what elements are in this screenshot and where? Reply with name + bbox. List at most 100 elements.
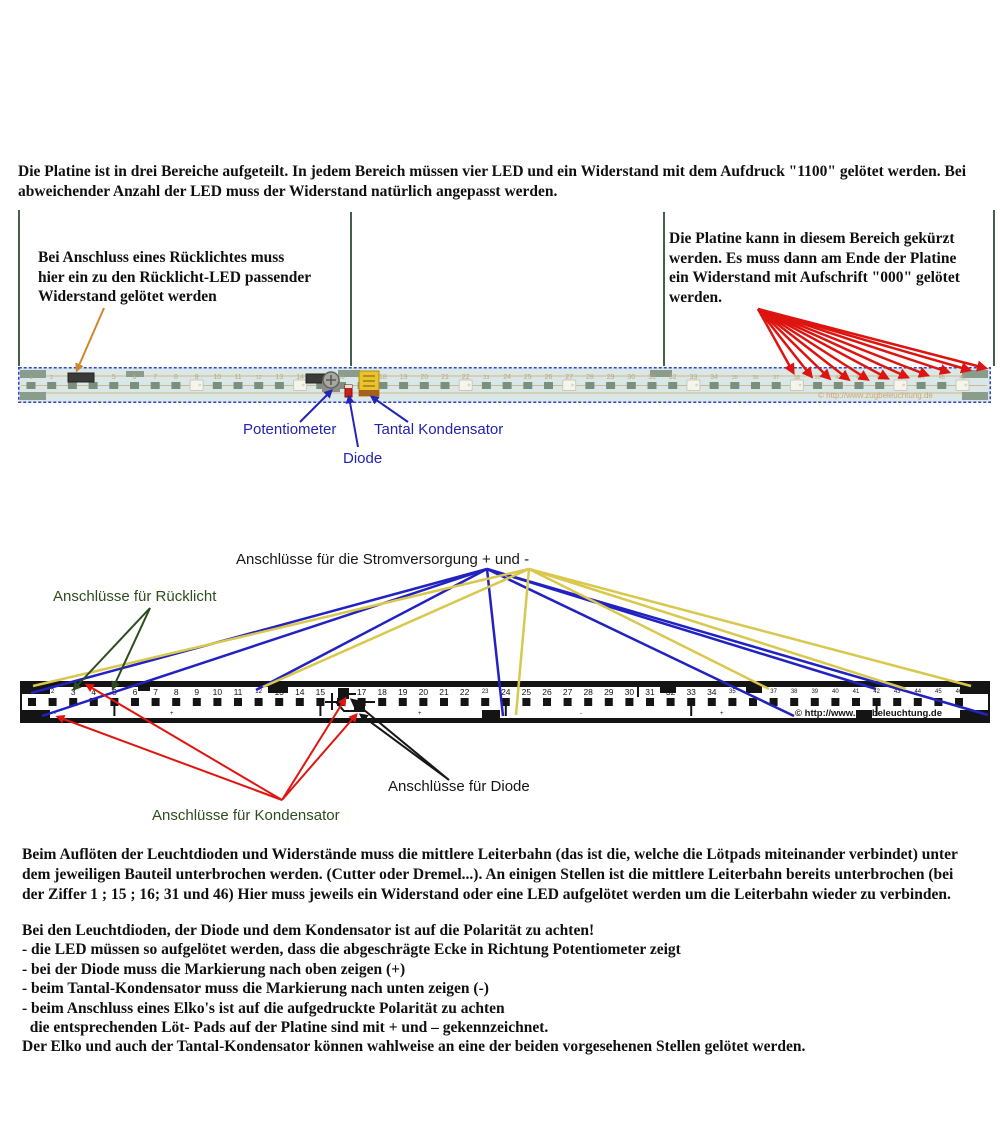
- led-dot: [198, 383, 202, 387]
- position-number: 19: [398, 687, 408, 697]
- position-number: 34: [707, 687, 717, 697]
- led-dot: [798, 383, 802, 387]
- polarity-mark: -: [54, 711, 56, 717]
- position-number: 46: [956, 689, 963, 695]
- potentiometer-slot: [326, 375, 336, 385]
- position-number: 45: [935, 689, 942, 695]
- position-number: 18: [377, 687, 387, 697]
- solder-pad: [254, 698, 263, 706]
- diode-marking: [345, 385, 352, 388]
- position-number: 28: [583, 687, 593, 697]
- solder-pad: [419, 698, 428, 706]
- position-number: 4: [91, 687, 96, 697]
- solder-pad: [647, 382, 657, 389]
- led-dot: [467, 383, 471, 387]
- solder-pad: [913, 698, 922, 706]
- solder-pad: [544, 382, 553, 389]
- soldering-notes-paragraph: Beim Auflöten der Leuchtdioden und Wider…: [22, 846, 958, 903]
- led-component: [562, 379, 577, 391]
- solder-pad: [709, 382, 719, 389]
- position-number: 7: [153, 374, 157, 381]
- solder-pad: [625, 698, 634, 706]
- led-dot: [301, 383, 305, 387]
- position-number: 26: [545, 374, 553, 381]
- intro-paragraph: Die Platine ist in drei Bereiche aufgete…: [18, 163, 967, 200]
- position-number: 39: [815, 375, 821, 381]
- position-number: 42: [877, 375, 883, 381]
- position-number: 18: [379, 374, 387, 381]
- position-number: 5: [112, 374, 116, 381]
- kondensator-connection: [55, 714, 283, 801]
- pcb-schematic-strip: 1 2 3 4 5 6 7 8 9 10 11 12 13 14 15 16 17 18 19 20 21 22 23 24 2…: [20, 681, 990, 723]
- solder-pad: [585, 382, 595, 389]
- solder-pad: [109, 382, 119, 389]
- solder-pad: [584, 698, 593, 706]
- position-number: 6: [133, 374, 137, 381]
- kuerzbereich-arrow: [757, 308, 814, 379]
- solder-pad: [563, 698, 572, 706]
- diode-connection: [358, 713, 450, 781]
- position-number: 25: [522, 687, 532, 697]
- solder-pad: [378, 698, 387, 706]
- tantal-kondensator-label: Tantal Kondensator: [374, 421, 504, 438]
- solder-pad: [460, 698, 469, 706]
- solder-pad: [810, 698, 819, 706]
- solder-pad: [275, 698, 284, 706]
- position-number: 41: [856, 375, 862, 381]
- polarity-mark: +: [418, 711, 422, 717]
- solder-pad: [606, 382, 616, 389]
- solder-pad: [295, 698, 304, 706]
- kuerzbereich-arrow: [756, 308, 795, 375]
- solder-pad: [916, 382, 926, 389]
- position-number: 17: [357, 687, 367, 697]
- solder-pad: [67, 382, 77, 389]
- solder-pad: [233, 382, 243, 389]
- kuerzen-callout-text: Die Platine kann in diesem Bereich gekür…: [669, 230, 960, 306]
- position-number: 40: [832, 689, 839, 695]
- position-number: 16: [338, 375, 344, 381]
- trace-stub: [113, 706, 116, 716]
- position-number: 23: [482, 689, 489, 695]
- position-number: 7: [153, 687, 158, 697]
- position-number: 37: [773, 375, 779, 381]
- power-connection-yellow: [32, 567, 530, 688]
- bottom-rail: [22, 718, 988, 721]
- solder-pad: [316, 382, 326, 389]
- solder-pad: [192, 698, 201, 706]
- kondensator-connections-label: Anschlüsse für Kondensator: [152, 807, 340, 824]
- position-number: 36: [752, 375, 758, 381]
- solder-pad-large: [20, 370, 46, 378]
- position-number: 42: [873, 689, 880, 695]
- solder-pad: [151, 698, 160, 706]
- position-number: 1: [29, 375, 32, 381]
- power-connection-yellow: [528, 567, 972, 688]
- solder-pad: [130, 382, 139, 389]
- solder-pad: [749, 698, 757, 706]
- position-number: 22: [460, 687, 470, 697]
- trace-stub: [504, 706, 507, 716]
- solder-pad: [707, 698, 716, 706]
- position-number: 21: [439, 687, 449, 697]
- position-number: 20: [419, 687, 429, 697]
- solder-pad: [481, 382, 491, 389]
- solder-pad: [213, 698, 222, 706]
- solder-pad: [440, 382, 450, 389]
- position-number: 15: [316, 687, 326, 697]
- position-number: 24: [503, 374, 511, 381]
- led-component: [955, 379, 970, 391]
- end-pad-block: [960, 710, 988, 721]
- trace-stub: [319, 706, 322, 716]
- solder-pad: [26, 382, 36, 389]
- diode-label: Diode: [343, 450, 383, 467]
- position-number: 9: [195, 374, 199, 381]
- position-number: 3: [71, 687, 76, 697]
- solder-pad: [543, 698, 551, 706]
- solder-pad: [316, 698, 325, 706]
- solder-pad: [47, 382, 57, 389]
- solder-pad: [89, 698, 98, 706]
- position-number: 9: [194, 687, 199, 697]
- position-number: 26: [542, 687, 552, 697]
- diode-arrow: [345, 394, 359, 448]
- solder-pad: [813, 382, 823, 389]
- position-number: 8: [174, 374, 178, 381]
